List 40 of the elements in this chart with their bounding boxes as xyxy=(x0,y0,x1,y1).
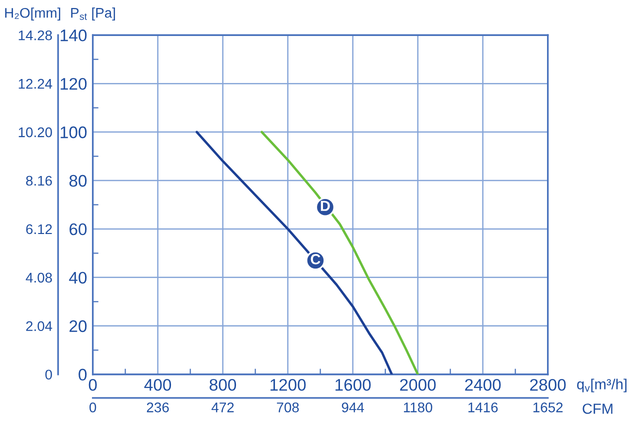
y-tick-label: 0 xyxy=(78,368,87,381)
y-axis-title: P$_{st}$ [Pa] xyxy=(71,8,115,20)
x2-axis-title: CFM xyxy=(582,404,612,414)
x2-tick-label: 236 xyxy=(146,402,169,412)
y2-tick-label: 14.28 xyxy=(18,30,52,40)
x-tick-label: 400 xyxy=(144,378,172,391)
x2-tick-label: 1416 xyxy=(468,402,498,412)
y2-tick-label: 12.24 xyxy=(18,78,52,89)
y2-tick-label: 4.08 xyxy=(26,272,52,283)
y-tick-label: 80 xyxy=(69,174,87,187)
x2-tick-label: 0 xyxy=(89,402,96,412)
x-tick-label: 2000 xyxy=(400,378,436,391)
x-tick-label: 2400 xyxy=(465,378,501,391)
y2-tick-label: 0 xyxy=(45,370,52,380)
x-tick-label: 1600 xyxy=(336,378,371,391)
y2-axis-title: H₂O[mm] xyxy=(5,8,60,21)
y-tick-label: 60 xyxy=(70,223,87,236)
y-tick-label: 40 xyxy=(69,272,87,284)
x-tick-label: 800 xyxy=(210,378,236,391)
x2-tick-label: 472 xyxy=(212,402,234,412)
y2-tick-label: 8.16 xyxy=(26,176,52,186)
x-tick-label: 0 xyxy=(88,378,97,391)
y2-tick-label: 6.12 xyxy=(26,224,52,234)
y-tick-label: 140 xyxy=(60,30,87,42)
x2-tick-label: 1180 xyxy=(404,402,432,412)
x-tick-label: 1200 xyxy=(270,378,306,391)
x2-tick-label: 708 xyxy=(276,402,299,412)
y2-tick-label: 10.20 xyxy=(18,127,52,138)
line-series xyxy=(260,130,420,374)
x2-tick-label: 944 xyxy=(342,402,364,412)
y-tick-label: 100 xyxy=(60,126,87,138)
annotation: D xyxy=(320,200,330,211)
line-series xyxy=(196,130,394,374)
x-axis-title: q$_{v}$[m³/h] xyxy=(577,378,626,392)
annotation: C xyxy=(310,254,320,264)
y-tick-label: 20 xyxy=(70,320,87,332)
y-tick-label: 120 xyxy=(60,78,87,90)
y2-tick-label: 2.04 xyxy=(26,321,52,332)
x-tick-label: 2800 xyxy=(530,378,566,391)
x2-tick-label: 1652 xyxy=(533,402,563,412)
